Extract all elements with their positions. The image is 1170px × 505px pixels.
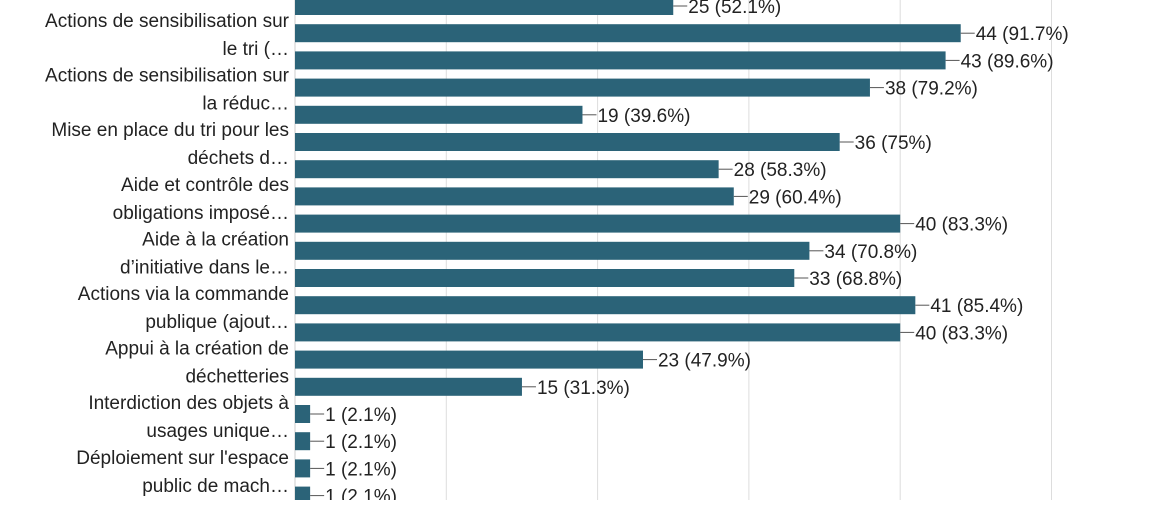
bar [295, 486, 311, 505]
value-label: 44 (91.7%) [976, 24, 1069, 45]
category-label-line: Actions de sensibilisation sur [45, 66, 290, 87]
value-label: 1 (2.1%) [325, 459, 397, 480]
value-label: 1 (2.1%) [325, 432, 397, 453]
bar [295, 78, 870, 97]
value-label: 41 (85.4%) [930, 296, 1023, 317]
category-label: Aide à la création d’initiative dans le… [120, 229, 289, 278]
category-label: Actions de sensibilisation sur le tri (… [45, 11, 290, 60]
category-label-line: Mise en place du tri pour les [51, 120, 289, 141]
category-label-line: Actions de sensibilisation sur [45, 11, 290, 32]
bar [295, 377, 522, 396]
category-label-line: déchets d… [188, 148, 289, 169]
bar [295, 241, 810, 260]
bar [295, 214, 901, 233]
category-label-line: déchetteries [185, 367, 289, 388]
category-label: Appui à la création de déchetteries [105, 339, 289, 388]
bar [295, 432, 311, 451]
bar [295, 459, 311, 478]
bar [295, 0, 674, 15]
bar [295, 350, 643, 369]
value-label: 1 (2.1%) [325, 487, 397, 500]
value-label: 34 (70.8%) [824, 242, 917, 263]
category-label: Aide et contrôle des obligations imposé… [113, 175, 289, 224]
category-label-line: publique (ajout… [145, 312, 289, 333]
value-label: 19 (39.6%) [597, 106, 690, 127]
category-label-line: Aide à la création [142, 229, 289, 250]
category-label-line: Aide et contrôle des [121, 175, 289, 196]
value-label: 25 (52.1%) [688, 0, 781, 18]
value-label: 38 (79.2%) [885, 79, 978, 100]
category-label-line: Appui à la création de [105, 339, 289, 360]
value-label: 1 (2.1%) [325, 405, 397, 426]
category-label-line: la réduc… [202, 94, 289, 115]
bar [295, 323, 901, 342]
bar [295, 187, 734, 206]
category-label-line: Interdiction des objets à [88, 393, 289, 414]
value-label: 15 (31.3%) [537, 378, 630, 399]
value-label: 36 (75%) [855, 133, 932, 154]
category-label: Actions de sensibilisation sur la réduc… [45, 66, 290, 115]
category-label-line: obligations imposé… [113, 203, 289, 224]
bar [295, 160, 719, 179]
category-label: Actions via la commande publique (ajout… [78, 284, 289, 333]
category-label: Interdiction des objets à usages unique… [88, 393, 289, 442]
category-label-line: d’initiative dans le… [120, 257, 289, 278]
value-label: 28 (58.3%) [734, 160, 827, 181]
category-label-line: Déploiement sur l'espace [76, 448, 289, 469]
value-label: 40 (83.3%) [915, 215, 1008, 236]
bars [295, 0, 961, 505]
category-label-line: Actions via la commande [78, 284, 289, 305]
value-label: 40 (83.3%) [915, 323, 1008, 344]
category-label-line: usages unique… [146, 421, 289, 442]
bar [295, 405, 311, 423]
category-label: Mise en place du tri pour les déchets d… [51, 120, 289, 169]
bar [295, 269, 795, 287]
value-label: 23 (47.9%) [658, 351, 751, 372]
value-label: 33 (68.8%) [809, 269, 902, 290]
value-label: 29 (60.4%) [749, 187, 842, 208]
category-label: Déploiement sur l'espace public de mach… [76, 448, 289, 497]
category-label-line: le tri (… [223, 39, 290, 60]
value-labels: 25 (52.1%) 44 (91.7%) 43 (89.6%) 38 (79.2%)… [310, 0, 1069, 505]
value-label: 43 (89.6%) [961, 51, 1054, 72]
bar [295, 51, 946, 70]
bar [295, 105, 583, 124]
category-label-line: public de mach… [142, 476, 289, 497]
bar [295, 24, 961, 43]
bar [295, 296, 916, 315]
bar [295, 133, 840, 151]
